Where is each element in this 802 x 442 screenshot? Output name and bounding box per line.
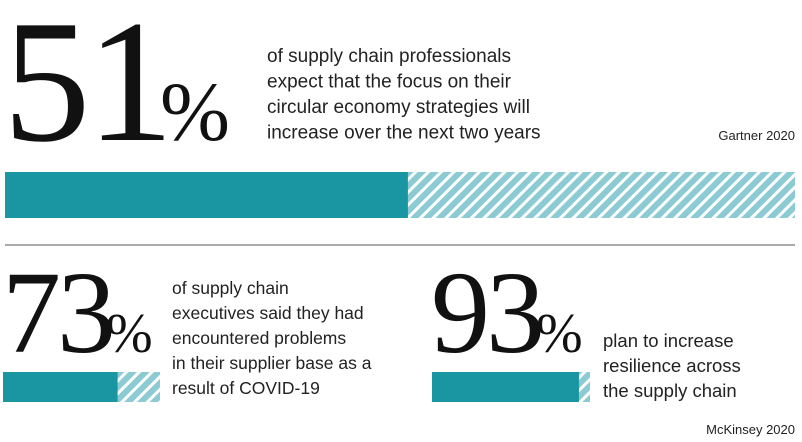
stat-text: increase over the next two years (267, 123, 541, 144)
stat-text: the supply chain (603, 380, 737, 401)
stat-symbol: % (536, 303, 583, 365)
stat-text: of supply chain (172, 278, 289, 298)
stat-text: result of COVID-19 (172, 378, 320, 398)
stat-text: of supply chain professionals (267, 46, 511, 67)
stat-text: circular economy strategies will (267, 97, 530, 118)
stat-text: plan to increase (603, 330, 734, 351)
stat-text: in their supplier base as a (172, 353, 372, 373)
stat-text: encountered problems (172, 328, 346, 348)
source: Gartner 2020 (718, 128, 795, 143)
stat-text: resilience across (603, 355, 741, 376)
stat-symbol: % (160, 66, 230, 159)
stat-number: 73 (2, 247, 112, 378)
bar (432, 372, 579, 402)
stat-text: expect that the focus on their (267, 72, 512, 93)
bar (5, 172, 408, 218)
stat-symbol: % (106, 303, 153, 365)
bar (3, 372, 118, 402)
stat-number: 93 (431, 247, 541, 378)
stat-number: 51 (3, 0, 170, 178)
source: McKinsey 2020 (706, 422, 795, 437)
stat-text: executives said they had (172, 303, 364, 323)
